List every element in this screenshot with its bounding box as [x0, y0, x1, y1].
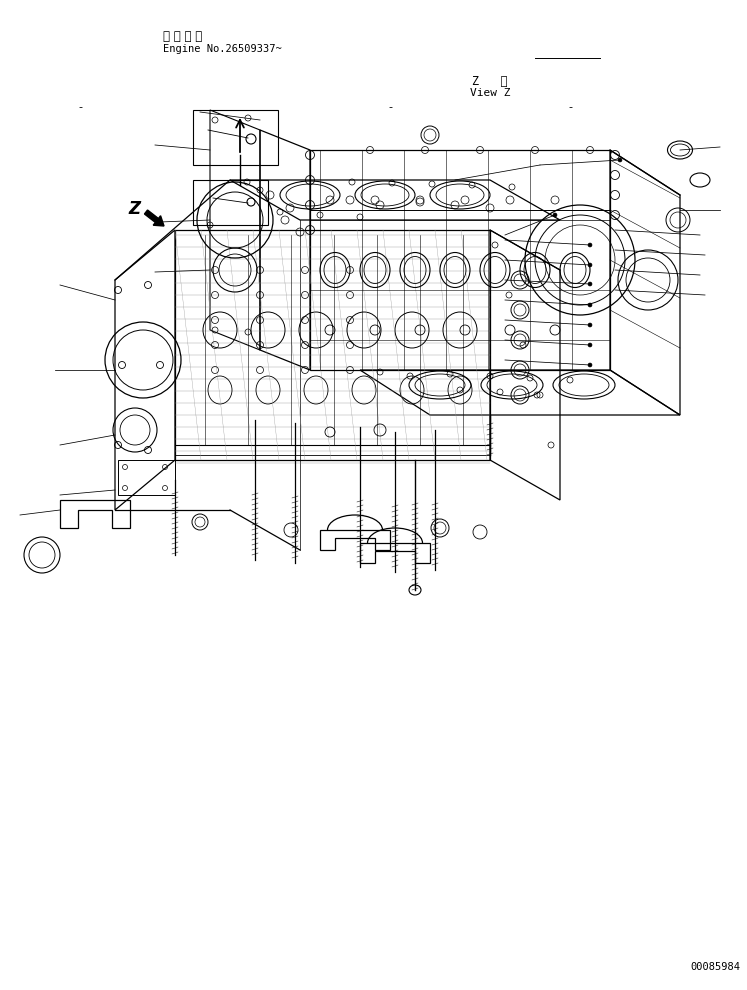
Circle shape — [618, 158, 622, 162]
Circle shape — [588, 303, 592, 307]
FancyArrow shape — [144, 210, 164, 226]
Text: Engine No.26509337~: Engine No.26509337~ — [163, 44, 282, 54]
Circle shape — [588, 323, 592, 327]
Text: Z: Z — [128, 200, 140, 218]
Circle shape — [588, 263, 592, 267]
Text: View Z: View Z — [470, 88, 510, 98]
Circle shape — [588, 243, 592, 247]
Circle shape — [588, 363, 592, 367]
Text: -: - — [78, 102, 82, 112]
Text: 適 用 号 機: 適 用 号 機 — [163, 30, 202, 43]
Text: -: - — [568, 102, 572, 112]
Text: -: - — [388, 102, 392, 112]
Text: 00085984: 00085984 — [690, 962, 740, 972]
Circle shape — [553, 213, 557, 217]
Circle shape — [588, 343, 592, 347]
Circle shape — [588, 282, 592, 286]
Text: Z   視: Z 視 — [472, 75, 508, 88]
